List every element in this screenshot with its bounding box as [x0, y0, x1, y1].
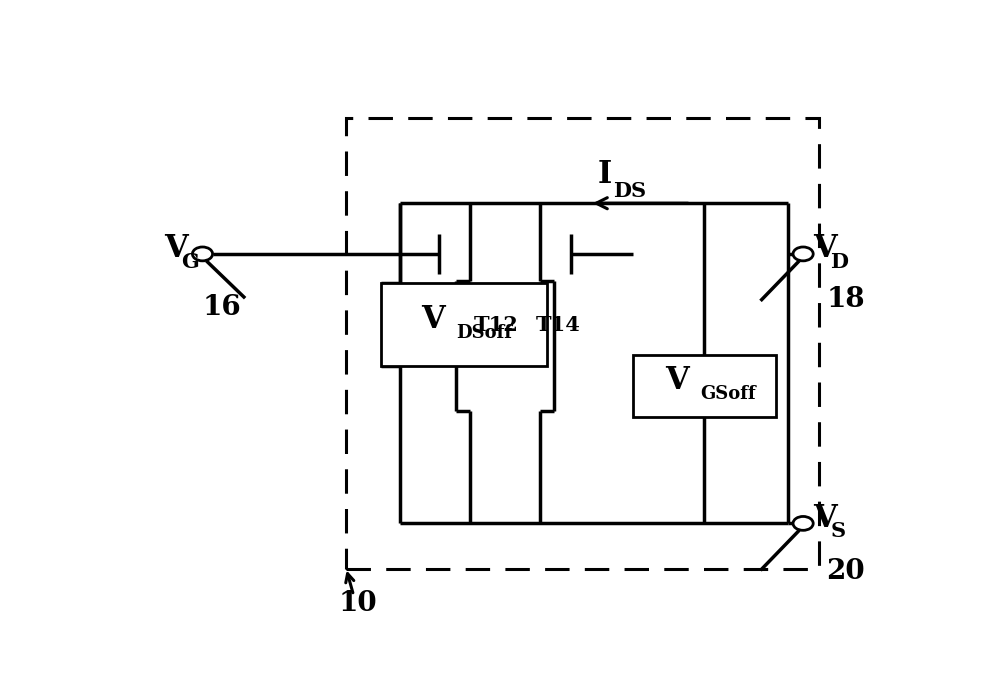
Text: 20: 20	[826, 558, 865, 585]
Text: V: V	[421, 304, 445, 335]
Text: I: I	[598, 159, 612, 190]
Text: D: D	[830, 252, 848, 272]
Text: GSoff: GSoff	[700, 385, 756, 403]
Text: V: V	[665, 365, 689, 396]
Text: DSoff: DSoff	[456, 324, 512, 342]
Text: G: G	[181, 252, 199, 272]
Text: V: V	[813, 233, 837, 264]
Bar	[346, 118, 819, 569]
Text: DS: DS	[613, 181, 646, 200]
Bar	[381, 283, 547, 366]
Text: S: S	[830, 521, 845, 541]
Bar	[633, 356, 776, 416]
Text: T14: T14	[536, 315, 581, 335]
Text: T12: T12	[474, 315, 519, 335]
Text: 18: 18	[826, 286, 865, 313]
Text: 10: 10	[338, 590, 377, 617]
Text: V: V	[164, 233, 188, 264]
Text: 16: 16	[202, 294, 241, 321]
Text: V: V	[813, 502, 837, 534]
